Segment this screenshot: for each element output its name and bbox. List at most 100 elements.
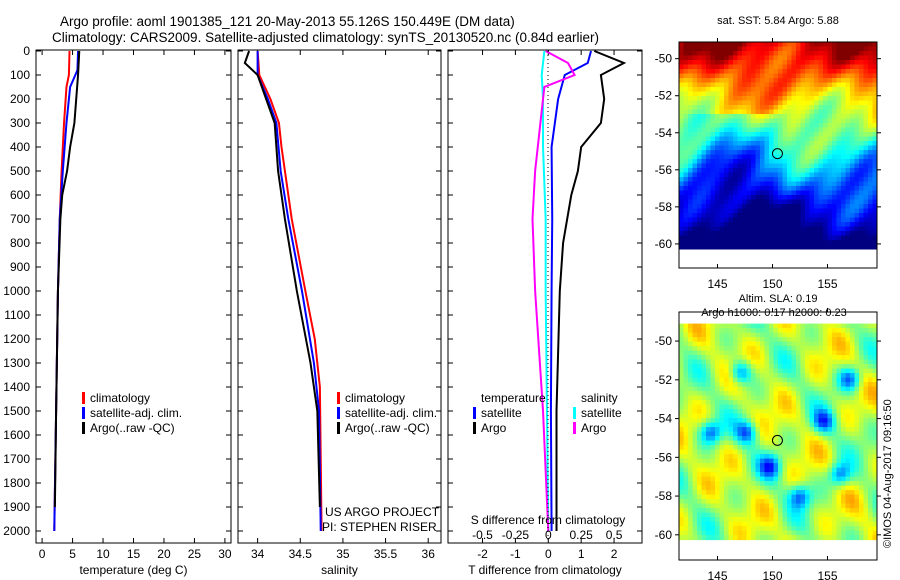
map-cell (733, 127, 738, 133)
map-cell (688, 199, 693, 205)
map-cell (827, 181, 833, 187)
legend-label: satellite (581, 406, 622, 420)
map-cell (710, 449, 716, 455)
map-cell (814, 159, 819, 164)
map-cell (805, 350, 810, 356)
map-cell (850, 208, 855, 214)
map-cell (746, 494, 752, 500)
map-cell (719, 46, 725, 52)
map-cell (724, 377, 729, 383)
series-line-s-argo (531, 50, 577, 532)
map-cell (827, 114, 833, 119)
map-cell (688, 346, 693, 352)
map-cell (805, 136, 810, 142)
map-cell (742, 472, 747, 478)
map-cell (760, 141, 765, 146)
map-cell (719, 82, 725, 88)
depth-tick-label: 200 (10, 92, 30, 106)
map-cell (778, 535, 783, 541)
map-cell (782, 154, 788, 160)
map-cell (715, 503, 720, 509)
map-cell (805, 69, 810, 74)
map-cell (715, 355, 720, 361)
map-cell (737, 530, 743, 536)
map-cell (832, 413, 837, 419)
map-cell (827, 328, 833, 334)
map-cell (836, 136, 842, 142)
map-cell (710, 127, 716, 133)
map-cell (728, 208, 734, 214)
map-cell (868, 382, 873, 388)
map-cell (854, 481, 860, 487)
map-cell (841, 436, 846, 442)
map-cell (800, 530, 806, 536)
map-cell (769, 136, 774, 142)
map-cell (782, 413, 788, 419)
map-cell (868, 123, 873, 128)
map-cell (724, 517, 729, 523)
map-cell (850, 517, 855, 523)
map-cell (814, 46, 819, 52)
map-cell (796, 395, 801, 401)
map-cell (755, 100, 761, 106)
map-cell (697, 82, 702, 88)
map-cell (836, 168, 842, 173)
map-cell (863, 46, 869, 52)
map-cell (733, 168, 738, 173)
map-cell (755, 350, 761, 356)
map-cell (863, 467, 869, 473)
map-cell (769, 100, 774, 106)
map-cell (751, 328, 756, 334)
map-cell (710, 485, 716, 491)
map-cell (827, 386, 833, 392)
map-cell (859, 440, 864, 446)
map-cell (773, 163, 779, 169)
map-cell (791, 449, 797, 455)
map-cell (724, 422, 729, 428)
map-cell (692, 517, 698, 523)
map-cell (850, 213, 855, 218)
map-cell (863, 355, 869, 361)
map-cell (791, 467, 797, 473)
map-cell (746, 386, 752, 392)
map-cell (800, 114, 806, 119)
map-cell (692, 78, 698, 83)
map-cell (850, 181, 855, 187)
map-cell (787, 168, 792, 173)
map-cell (683, 69, 689, 74)
map-cell (737, 154, 743, 160)
map-cell (796, 127, 801, 133)
map-cell (724, 199, 729, 205)
map-cell (796, 145, 801, 151)
map-cell (854, 328, 860, 334)
map-cell (872, 87, 878, 92)
map-cell (791, 440, 797, 446)
map-cell (715, 64, 720, 70)
map-cell (683, 337, 689, 343)
map-cell (841, 476, 846, 482)
map-cell (832, 235, 837, 241)
map-cell (845, 123, 851, 128)
map-cell (782, 235, 788, 241)
map-cell (760, 190, 765, 196)
map-cell (688, 217, 693, 223)
map-cell (868, 163, 873, 169)
map-cell (737, 373, 743, 379)
map-cell (809, 427, 815, 433)
map-cell (737, 526, 743, 532)
map-cell (868, 454, 873, 460)
map-cell (823, 391, 828, 397)
map-cell (697, 391, 702, 397)
map-cell (814, 328, 819, 334)
map-cell (746, 323, 752, 329)
map-cell (778, 42, 783, 47)
map-cell (706, 494, 711, 500)
map-cell (760, 87, 765, 92)
map-cell (782, 127, 788, 133)
map-cell (845, 467, 851, 473)
map-cell (809, 213, 815, 218)
map-cell (679, 190, 684, 196)
map-cell (764, 499, 770, 505)
map-cell (728, 69, 734, 74)
map-cell (683, 404, 689, 410)
